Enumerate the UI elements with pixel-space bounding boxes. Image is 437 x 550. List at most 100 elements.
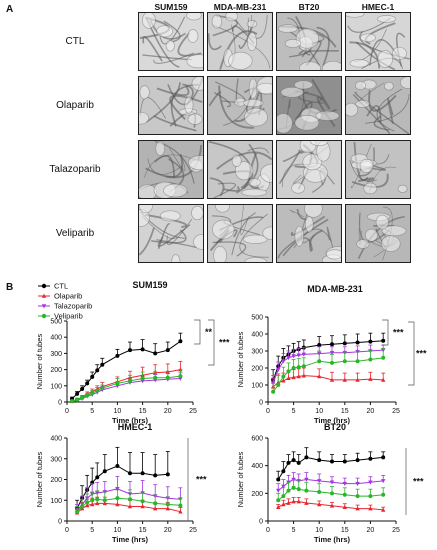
tube-loop: [211, 14, 223, 29]
data-point: [342, 377, 347, 382]
data-point: [381, 492, 386, 497]
y-tick-label: 500: [50, 319, 62, 326]
legend-label: CTL: [54, 282, 68, 291]
data-point: [355, 506, 360, 511]
x-tick-label: 5: [90, 527, 94, 534]
data-point: [301, 352, 307, 357]
data-point: [281, 359, 286, 364]
legend-label: Talazoparib: [54, 302, 92, 311]
y-tick-label: 500: [251, 315, 263, 322]
data-point: [329, 503, 335, 508]
x-tick-label: 25: [189, 527, 197, 534]
x-axis-label: Time (hrs): [112, 535, 149, 544]
data-point: [291, 485, 296, 490]
data-point: [115, 487, 120, 492]
tube-network-texture: [356, 206, 407, 261]
tube-loop: [139, 111, 150, 125]
row-label: Veliparib: [55, 228, 95, 239]
data-point: [115, 496, 120, 501]
tube-loop: [294, 115, 320, 131]
data-point: [296, 365, 301, 370]
data-point: [95, 475, 100, 480]
tube-strand: [169, 94, 203, 120]
tube-strand: [213, 92, 231, 108]
significance-label: ***: [196, 475, 207, 485]
data-point: [165, 375, 170, 380]
tube-loop: [360, 33, 376, 42]
tube-loop: [186, 13, 202, 21]
x-tick-label: 10: [114, 408, 122, 415]
data-point: [75, 509, 80, 514]
tube-loop: [391, 46, 407, 60]
data-point: [100, 362, 105, 367]
data-point: [115, 381, 120, 386]
tube-strand: [357, 215, 405, 260]
y-tick-label: 200: [50, 367, 62, 374]
y-axis-label: Number of tubes: [35, 452, 44, 508]
data-point: [95, 501, 100, 506]
significance-label: ***: [416, 349, 427, 359]
tube-strand: [219, 30, 258, 70]
tube-strand: [163, 20, 181, 43]
tube-loop: [139, 205, 153, 214]
tube-loop: [156, 25, 174, 38]
data-point: [153, 501, 158, 506]
data-point: [317, 502, 322, 507]
data-point: [355, 494, 360, 499]
data-point: [128, 378, 132, 383]
tube-loop: [304, 216, 314, 233]
y-tick-label: 300: [50, 456, 62, 463]
y-tick-label: 0: [58, 400, 62, 407]
data-point: [317, 458, 322, 463]
y-tick-label: 400: [50, 335, 62, 342]
tube-loop: [159, 210, 181, 222]
tube-loop: [262, 226, 272, 240]
x-tick-label: 20: [164, 527, 172, 534]
x-axis-label: Time (hrs): [314, 535, 351, 544]
tube-loop: [234, 161, 254, 181]
data-point: [165, 472, 170, 477]
tube-loop: [193, 234, 203, 250]
tube-network-texture: [349, 141, 408, 195]
data-point: [153, 375, 158, 380]
micrograph-image: [276, 76, 342, 135]
tube-strand: [234, 14, 268, 39]
data-point: [355, 458, 360, 463]
tube-loop: [142, 13, 156, 29]
tube-loop: [139, 85, 150, 100]
micrograph-image: [138, 204, 204, 263]
x-tick-label: 15: [341, 408, 349, 415]
data-point: [281, 374, 286, 379]
data-point: [140, 504, 145, 509]
tube-loop: [377, 50, 393, 68]
data-point: [85, 393, 90, 398]
tube-loop: [321, 60, 341, 70]
tube-strand: [239, 213, 269, 258]
panel-a-label: A: [6, 4, 14, 15]
tube-loop: [375, 214, 389, 230]
legend-marker: [41, 283, 47, 289]
data-point: [85, 500, 90, 505]
data-point: [301, 373, 307, 378]
tube-loop: [346, 102, 359, 117]
tube-network-texture: [208, 77, 272, 129]
y-tick-label: 200: [251, 366, 263, 373]
data-point: [127, 504, 133, 509]
tube-strand: [142, 36, 163, 62]
tube-network-texture: [277, 78, 340, 134]
tube-loop: [384, 81, 394, 91]
tube-strand: [352, 94, 391, 134]
row-label: Olaparib: [56, 100, 94, 111]
y-tick-label: 600: [251, 436, 263, 443]
tube-loop: [310, 141, 329, 146]
data-point: [178, 509, 183, 514]
micrograph-image: [207, 204, 273, 263]
tube-strand: [368, 90, 397, 112]
tube-strand: [147, 158, 183, 175]
tube-loop: [244, 257, 267, 262]
tube-strand: [154, 154, 175, 178]
data-point: [291, 375, 296, 380]
data-point: [291, 354, 296, 359]
tube-loop: [187, 113, 203, 125]
tube-loop: [225, 13, 238, 22]
